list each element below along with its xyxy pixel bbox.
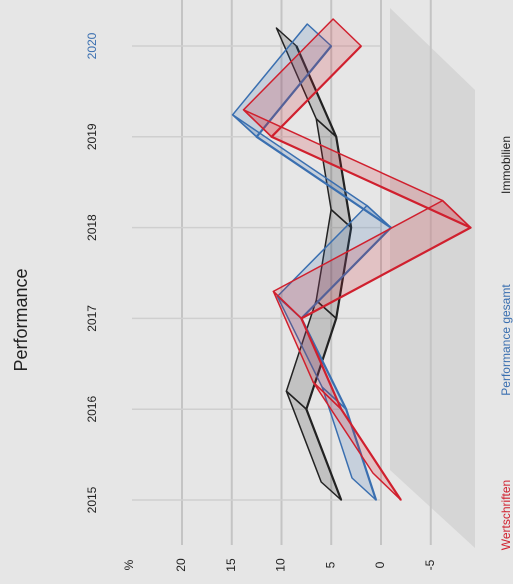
chart-title: Performance bbox=[11, 268, 31, 371]
y-tick-label: 0 bbox=[373, 561, 387, 568]
shadow bbox=[390, 8, 475, 548]
legend-label: Wertschriften bbox=[499, 480, 513, 550]
x-tick-label: 2016 bbox=[85, 396, 99, 423]
series-line bbox=[295, 45, 353, 501]
x-tick-label: 2015 bbox=[85, 486, 99, 513]
y-tick-label: 20 bbox=[174, 558, 188, 572]
x-tick-label: 2018 bbox=[85, 214, 99, 241]
y-tick-label: -5 bbox=[423, 559, 437, 570]
y-tick-label: 10 bbox=[274, 558, 288, 572]
x-tick-label: 2019 bbox=[85, 123, 99, 150]
x-tick-label: 2017 bbox=[85, 305, 99, 332]
y-tick-label: 15 bbox=[224, 558, 238, 572]
series-line bbox=[270, 45, 472, 501]
legend-label: Performance gesamt bbox=[499, 284, 513, 396]
legend-label: Immobilien bbox=[499, 136, 513, 194]
x-tick-label: 2020 bbox=[85, 32, 99, 59]
y-tick-label: 5 bbox=[323, 561, 337, 568]
axis-label: % bbox=[122, 559, 136, 570]
